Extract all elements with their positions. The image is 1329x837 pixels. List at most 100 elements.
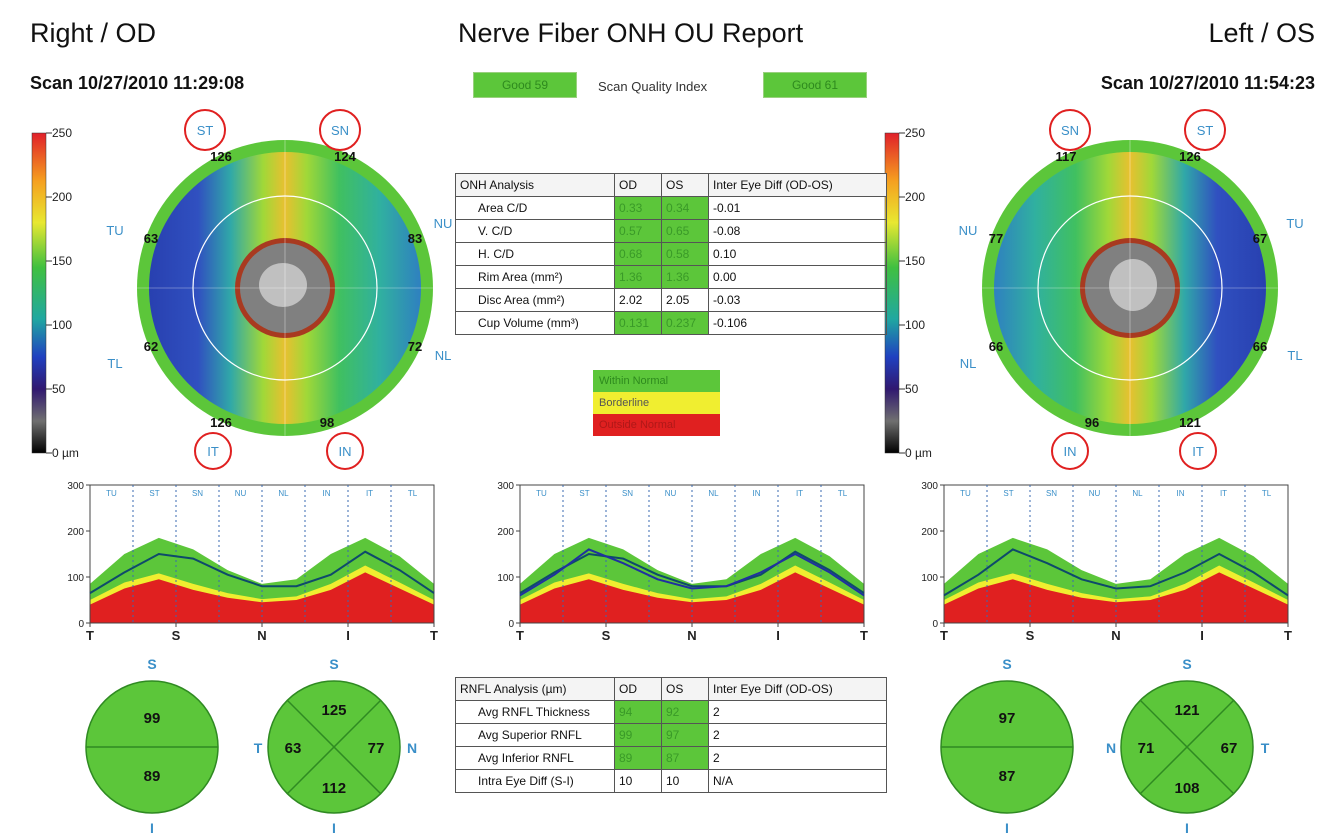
y-tick-label: 100 [497,573,514,584]
od-quad-bottom-label: I [332,820,336,835]
sector-label: ST [1003,489,1013,498]
x-tick-label: T [860,628,868,643]
y-tick-label: 0 [78,619,84,630]
os-colorbar: 250 200 150 100 50 0 µm [884,126,932,460]
onh-header: Inter Eye Diff (OD-OS) [708,173,887,197]
sector-label: IN [753,489,761,498]
x-tick-label: N [1111,628,1120,643]
sector-label: NL [278,489,289,498]
os-halves-top-label: S [1002,656,1011,672]
sector-label: TU [960,489,971,498]
onh-analysis-table: ONH Analysis OD OS Inter Eye Diff (OD-OS… [455,173,887,335]
os-tu-label: TU [1286,216,1303,231]
x-tick-label: S [602,628,611,643]
od-in-label: IN [339,444,352,459]
od-quad-top-label: S [329,656,338,672]
od-colorbar: 250 200 150 100 50 0 µm [31,126,79,460]
sector-label: TL [408,489,418,498]
table-row: Avg Inferior RNFL 89 87 2 [455,746,887,770]
sector-label: NU [235,489,247,498]
table-row: Avg Superior RNFL 99 97 2 [455,723,887,747]
od-nl-value: 72 [408,339,422,354]
os-tl-value: 66 [1253,339,1267,354]
table-row: Area C/D 0.33 0.34 -0.01 [455,196,887,220]
y-tick-label: 200 [497,527,514,538]
os-quad-n-value: 71 [1138,740,1155,757]
sector-label: SN [622,489,633,498]
od-quad-t-value: 63 [285,740,302,757]
os-quad-right-label: T [1261,740,1270,756]
os-halves-chart: S 97 87 I [940,656,1074,835]
sector-label: NU [1089,489,1101,498]
y-tick-label: 100 [67,573,84,584]
os-it-label: IT [1192,444,1204,459]
od-sn-label: SN [331,123,349,138]
os-superior-value: 97 [999,710,1016,727]
sector-label: TL [1262,489,1272,498]
cb-tick: 50 [905,382,919,396]
sector-label: TU [106,489,117,498]
y-tick-label: 200 [67,527,84,538]
sector-label: SN [192,489,203,498]
x-tick-label: T [1284,628,1292,643]
onh-header: ONH Analysis [455,173,615,197]
od-halves-top-label: S [147,656,156,672]
od-quad-s-value: 125 [321,702,346,719]
os-tl-label: TL [1287,348,1302,363]
od-quad-i-value: 112 [322,780,346,797]
od-nu-value: 83 [408,231,422,246]
y-tick-label: 300 [921,481,938,492]
sector-label: NL [708,489,719,498]
sector-label: NU [665,489,677,498]
os-quad-s-value: 121 [1174,702,1199,719]
od-quadrants-chart: S 125 63 77 112 T N I [254,656,417,835]
sector-label: TL [838,489,848,498]
os-quad-t-value: 67 [1221,740,1238,757]
x-tick-label: T [430,628,438,643]
od-quad-right-label: N [407,740,417,756]
table-row: H. C/D 0.68 0.58 0.10 [455,242,887,266]
os-st-value: 126 [1179,149,1201,164]
table-row: Disc Area (mm²) 2.02 2.05 -0.03 [455,288,887,312]
y-tick-label: 100 [921,573,938,584]
legend-borderline: Borderline [593,392,720,414]
sector-label: IT [1220,489,1227,498]
series-line [519,548,865,597]
sector-label: IT [366,489,373,498]
os-nl-label: NL [960,356,977,371]
os-quad-top-label: S [1182,656,1191,672]
od-st-value: 126 [210,149,232,164]
y-tick-label: 0 [932,619,938,630]
sector-label: NL [1132,489,1143,498]
od-inferior-value: 89 [144,768,161,785]
os-halves-bottom-label: I [1005,820,1009,835]
od-st-label: ST [197,123,214,138]
od-halves-chart: S 99 89 I [85,656,219,835]
series-line [943,548,1289,597]
od-title: Right / OD [30,18,157,48]
rnfl-analysis-table: RNFL Analysis (µm) OD OS Inter Eye Diff … [455,677,887,793]
table-row: Avg RNFL Thickness 94 92 2 [455,700,887,724]
od-it-label: IT [207,444,219,459]
od-tu-label: TU [106,223,123,238]
os-quality-badge: Good 61 [763,72,867,98]
od-nu-label: NU [434,216,453,231]
os-in-value: 96 [1085,415,1099,430]
normative-legend: Within Normal Borderline Outside Normal [593,370,720,436]
os-title: Left / OS [1208,18,1315,48]
os-tu-value: 67 [1253,231,1267,246]
cb-tick: 100 [905,318,925,332]
od-nl-label: NL [435,348,452,363]
x-tick-label: I [346,628,350,643]
os-nl-value: 66 [989,339,1003,354]
od-in-value: 98 [320,415,334,430]
series-line [89,550,435,594]
sector-label: ST [579,489,589,498]
od-sn-value: 124 [334,149,356,164]
od-thickness-map: 126 124 63 83 62 72 126 98 ST SN TU NU T… [106,109,453,470]
x-tick-label: I [1200,628,1204,643]
od-superior-value: 99 [144,710,161,727]
cb-tick: 100 [52,318,72,332]
